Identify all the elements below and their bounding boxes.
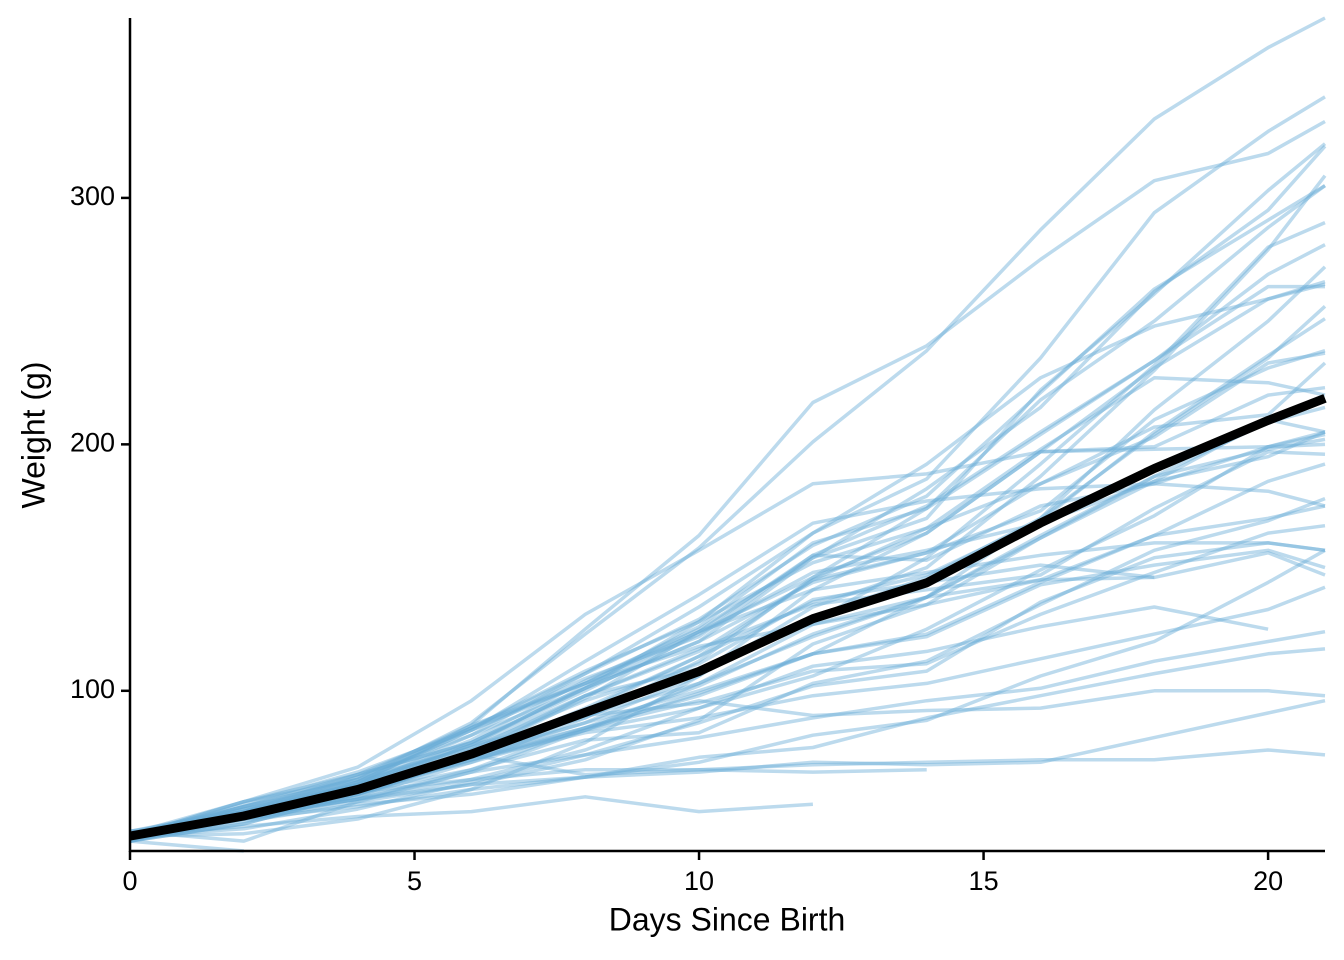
- chick-line: [129, 482, 1326, 834]
- chick-line: [129, 284, 1325, 838]
- chick-line: [129, 795, 814, 838]
- chick-line: [129, 184, 1326, 838]
- chick-line: [129, 432, 1326, 836]
- y-tick-label: 300: [70, 181, 115, 211]
- chick-line: [129, 16, 1326, 838]
- chick-line: [129, 629, 1326, 838]
- chick-line: [129, 647, 1326, 838]
- chick-line: [129, 462, 1326, 843]
- chick-line: [129, 243, 1326, 836]
- chick-line: [129, 548, 1326, 834]
- x-tick-label: 20: [1253, 866, 1283, 896]
- y-axis-label: Weight (g): [15, 361, 51, 508]
- chick-line: [129, 145, 1327, 838]
- chick-line: [129, 698, 1326, 838]
- chick-line: [129, 305, 1327, 836]
- chick-line: [129, 437, 1326, 843]
- x-tick-label: 5: [407, 866, 422, 896]
- x-tick-label: 10: [684, 866, 714, 896]
- chick-line: [129, 142, 1327, 843]
- chick-line: [129, 551, 1326, 843]
- x-tick-label: 0: [122, 866, 137, 896]
- chick-line: [129, 442, 1326, 836]
- chick-line: [129, 385, 1326, 838]
- chick-line: [129, 220, 1326, 838]
- chick-line: [129, 265, 1327, 836]
- chick-line: [129, 349, 1326, 841]
- chick-line: [129, 317, 1326, 836]
- chick-line: [129, 184, 1327, 838]
- chick-line: [129, 417, 1326, 838]
- y-tick-label: 100: [70, 674, 115, 704]
- chick-line: [129, 430, 1326, 838]
- chick-line: [129, 839, 244, 853]
- mean-line: [129, 394, 1327, 841]
- chick-line: [129, 523, 1326, 838]
- chick-line: [129, 361, 1327, 843]
- chick-line: [129, 496, 1326, 838]
- chick-line: [129, 541, 1326, 836]
- chick-line: [129, 174, 1327, 843]
- y-tick-label: 200: [70, 427, 115, 457]
- chick-line: [129, 351, 1326, 841]
- chick-line: [129, 575, 1155, 836]
- x-tick-label: 15: [969, 866, 999, 896]
- chick-line: [129, 95, 1326, 838]
- x-axis-label: Days Since Birth: [609, 901, 846, 937]
